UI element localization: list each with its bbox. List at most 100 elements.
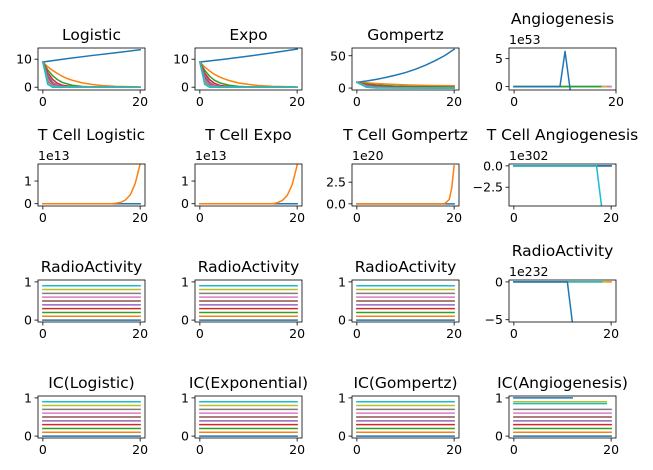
series-group [513,281,612,322]
subplot-title: IC(Exponential) [189,374,308,392]
y-offset-label: 1e13 [195,148,227,163]
series-group [356,284,455,321]
x-tick-label: 0 [39,442,47,457]
series-group [198,48,298,88]
subplot-title: Gompertz [367,26,444,44]
y-tick-label: 0 [495,429,503,444]
y-tick-label: 0 [24,80,32,95]
x-tick-label: 0 [39,326,47,341]
y-tick-label: 1 [495,390,503,405]
x-tick-label: 0 [353,210,361,225]
series-group [42,284,141,321]
subplot-13: 0 20 0 1 IC(Logistic) [24,374,148,457]
x-tick-label: 20 [446,210,462,225]
y-tick-label: 1 [24,390,32,405]
subplot-1: 0 20 0 10 Logistic [16,26,148,109]
subplot-title: T Cell Gompertz [342,126,468,144]
axes-frame [508,279,617,323]
y-tick-label: 0 [495,79,503,94]
axes-frame [37,395,146,439]
series-line-2 [356,81,455,87]
y-tick-label: 0 [24,196,32,211]
series-group [355,48,456,89]
x-tick-label: 20 [446,326,462,341]
subplot-title: T Cell Logistic [37,126,145,144]
series-line-1 [42,48,141,63]
subplot-4: 0 20 0 5 1e53 Angiogenesis [495,10,624,109]
y-tick-label: 50 [330,48,346,63]
series-line-2 [42,164,141,205]
subplot-9: 0 20 0 1 RadioActivity [24,258,148,341]
axes-frame [37,279,146,323]
series-group [513,397,612,437]
subplot-title: RadioActivity [512,242,614,260]
y-tick-label: 0 [181,429,189,444]
subplot-title: Expo [229,26,267,44]
x-tick-label: 20 [132,94,148,109]
x-tick-label: 20 [446,442,462,457]
series-line-10 [355,81,455,89]
series-line-4 [41,61,141,88]
x-tick-label: 0 [353,94,361,109]
series-line-4 [513,165,603,206]
series-line-2 [356,164,455,205]
x-tick-label: 0 [196,442,204,457]
subplot-6: 0 20 0 1 1e13 T Cell Expo [181,126,305,225]
y-tick-label: 0 [338,313,346,328]
x-tick-label: 0 [510,210,518,225]
y-tick-label: 1 [181,390,189,405]
subplot-title: IC(Gompertz) [353,374,457,392]
y-tick-label: 0 [495,274,503,289]
subplot-title: Angiogenesis [511,10,614,28]
x-tick-label: 0 [39,210,47,225]
subplot-3: 0 20 0 50 Gompertz [330,26,462,109]
y-tick-label: 0 [181,80,189,95]
x-tick-label: 20 [446,94,462,109]
x-tick-label: 0 [510,94,518,109]
series-line-7 [513,50,571,90]
subplot-10: 0 20 0 1 RadioActivity [181,258,305,341]
y-tick-label: 10 [173,52,189,67]
x-tick-label: 0 [510,442,518,457]
series-line-10 [198,61,298,88]
axes-frame [351,163,460,207]
subplot-title: IC(Logistic) [48,374,134,392]
y-offset-label: 1e53 [509,32,541,47]
y-tick-label: −2.5 [473,180,503,195]
y-tick-label: 1 [338,274,346,289]
subplot-8: 0 20 0.0 −2.5 1e302 T Cell Angiogenesis [473,126,639,225]
subplot-5: 0 20 0 1 1e13 T Cell Logistic [24,126,148,225]
y-tick-label: 0 [181,196,189,211]
subplot-2: 0 20 0 10 Expo [173,26,305,109]
subplot-16: 0 20 0 1IC(Angiogenesis) [495,374,628,457]
y-offset-label: 1e232 [509,264,549,279]
subplot-7: 0 20 0.0 2.5 1e20 T Cell Gompertz [326,126,468,225]
series-line-4 [513,281,574,322]
axes-frame [351,279,460,323]
y-tick-label: 1 [181,274,189,289]
series-group [199,400,298,437]
series-group [41,48,141,88]
subplot-12: 0 20 0 −5 1e232 RadioActivity [485,242,620,341]
series-line-2 [198,60,298,88]
axes-frame [37,47,146,91]
axes-frame [194,163,303,207]
x-tick-label: 20 [132,210,148,225]
x-tick-label: 20 [289,442,305,457]
series-line-10 [41,61,141,88]
series-group [356,400,455,437]
y-tick-label: 5 [495,51,503,66]
y-tick-label: 2.5 [326,175,346,190]
subplot-title: RadioActivity [41,258,143,276]
x-tick-label: 0 [196,210,204,225]
y-tick-label: 0.0 [483,158,503,173]
series-line-1 [356,48,456,84]
axes-frame [508,395,617,439]
subplot-title: RadioActivity [198,258,300,276]
axes-frame [351,395,460,439]
x-tick-label: 0 [510,326,518,341]
x-tick-label: 20 [608,94,624,109]
x-tick-label: 20 [603,442,619,457]
subplot-title: T Cell Expo [204,126,292,144]
subplot-title: T Cell Angiogenesis [486,126,639,144]
